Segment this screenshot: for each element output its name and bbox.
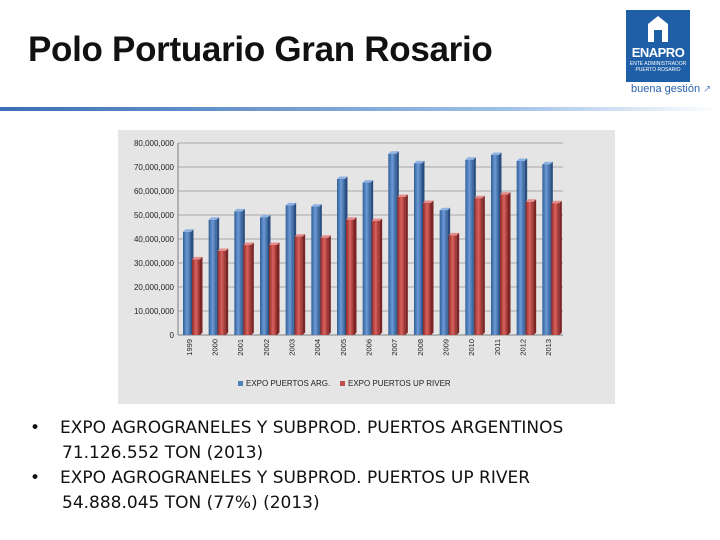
- logo-subtitle: ENTE ADMINISTRADOR PUERTO ROSARIO: [629, 61, 687, 73]
- bar-expo-up-river: [346, 217, 357, 335]
- bar-expo-up-river: [192, 256, 203, 335]
- bar-expo-up-river: [423, 200, 434, 335]
- bar-expo-up-river: [500, 192, 511, 335]
- legend-swatch: [340, 381, 345, 386]
- x-tick-label: 2013: [544, 339, 553, 356]
- chart-panel: 0 10,000,000 20,000,000 30,000,000 40,000,00…: [118, 130, 615, 404]
- bar-expo-up-river: [474, 195, 485, 335]
- x-tick-label: 2000: [211, 339, 220, 356]
- bar-expo-up-river: [525, 199, 537, 335]
- x-tick-label: 2010: [467, 339, 476, 356]
- logo-name: ENAPRO: [631, 45, 685, 60]
- x-tick-label: 2007: [390, 339, 399, 356]
- bar-expo-up-river: [397, 194, 408, 335]
- bar-expo-arg: [208, 217, 220, 335]
- bullet-dot-icon: •: [30, 418, 41, 438]
- bar-expo-arg: [516, 158, 528, 335]
- building-icon: [648, 16, 668, 42]
- x-tick-label: 2009: [442, 339, 451, 356]
- y-tick-label: 70,000,000: [134, 163, 175, 172]
- bar-expo-up-river: [294, 234, 306, 335]
- bar-expo-arg: [388, 151, 399, 335]
- x-tick-label: 2005: [339, 339, 348, 356]
- x-tick-label: 2012: [519, 339, 528, 356]
- bar-expo-arg: [234, 208, 245, 335]
- bar-expo-arg: [542, 161, 553, 335]
- bullet-value: 54.888.045 TON (77%) (2013): [62, 493, 320, 513]
- bullet-text: EXPO AGROGRANELES Y SUBPROD. PUERTOS UP …: [60, 468, 531, 488]
- bar-expo-arg: [465, 157, 476, 335]
- x-tick-label: 1999: [185, 339, 194, 356]
- bar-expo-arg: [362, 180, 374, 335]
- bar-expo-arg: [285, 202, 297, 335]
- y-tick-label: 20,000,000: [134, 283, 175, 292]
- legend-swatch: [238, 381, 243, 386]
- bar-chart: 0 10,000,000 20,000,000 30,000,000 40,000,00…: [134, 139, 563, 388]
- bullet-item: • EXPO AGROGRANELES Y SUBPROD. PUERTOS U…: [28, 466, 708, 516]
- enapro-logo: [626, 10, 690, 82]
- bar-expo-arg: [491, 152, 502, 335]
- x-tick-label: 2003: [288, 339, 297, 356]
- bar-expo-arg: [311, 204, 322, 335]
- bar-expo-up-river: [217, 248, 229, 335]
- y-tick-label: 80,000,000: [134, 139, 175, 148]
- logo-tagline: buena gestión: [631, 83, 701, 95]
- title-underline: [0, 107, 720, 111]
- x-tick-label: 2011: [493, 339, 502, 355]
- slide-title: Polo Portuario Gran Rosario: [28, 30, 493, 69]
- bar-expo-up-river: [551, 200, 562, 335]
- y-tick-label: 30,000,000: [134, 259, 175, 268]
- bar-expo-arg: [183, 229, 194, 335]
- bullet-item: • EXPO AGROGRANELES Y SUBPROD. PUERTOS A…: [28, 416, 708, 466]
- bar-expo-arg: [337, 176, 348, 335]
- bar-expo-up-river: [243, 242, 254, 335]
- bullet-dot-icon: •: [30, 468, 41, 488]
- legend-label: EXPO PUERTOS UP RIVER: [348, 379, 451, 388]
- y-tick-label: 50,000,000: [134, 211, 175, 220]
- bar-expo-up-river: [320, 235, 331, 335]
- bar-expo-arg: [439, 207, 451, 335]
- bar-expo-arg: [414, 160, 425, 335]
- x-tick-label: 2001: [236, 339, 245, 356]
- bar-expo-up-river: [448, 232, 460, 335]
- bar-expo-up-river: [371, 218, 383, 335]
- y-tick-label: 0: [170, 331, 175, 340]
- y-tick-label: 10,000,000: [134, 307, 175, 316]
- bullet-text: EXPO AGROGRANELES Y SUBPROD. PUERTOS ARG…: [60, 418, 564, 438]
- bar-expo-up-river: [269, 242, 280, 335]
- bullet-value: 71.126.552 TON (2013): [62, 443, 264, 463]
- y-tick-label: 40,000,000: [134, 235, 175, 244]
- y-tick-label: 60,000,000: [134, 187, 175, 196]
- bar-expo-arg: [260, 214, 271, 335]
- x-tick-label: 2006: [365, 339, 374, 356]
- x-tick-label: 2004: [313, 339, 322, 356]
- x-tick-label: 2008: [416, 339, 425, 356]
- arrow-icon: ↗: [703, 84, 712, 95]
- bullet-list: • EXPO AGROGRANELES Y SUBPROD. PUERTOS A…: [28, 416, 708, 516]
- x-tick-label: 2002: [262, 339, 271, 356]
- legend-label: EXPO PUERTOS ARG.: [246, 379, 330, 388]
